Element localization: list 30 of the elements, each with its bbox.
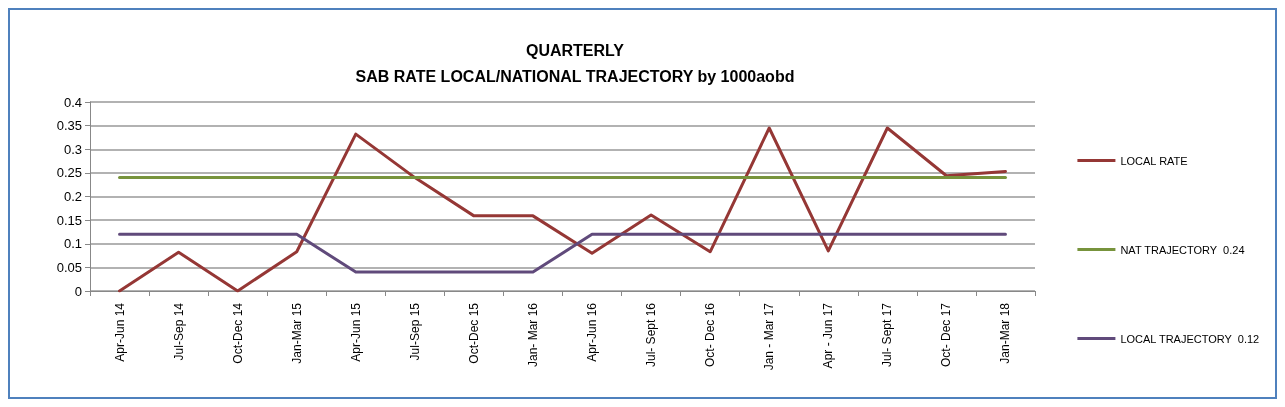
y-tick-label: 0.35 — [56, 118, 82, 134]
x-tick-label: Jan - Mar 17 — [762, 302, 777, 371]
y-tick-label: 0.1 — [63, 236, 82, 252]
x-tick-label: Oct- Dec 16 — [703, 302, 718, 368]
chart-title: QUARTERLY SAB RATE LOCAL/NATIONAL TRAJECTORY by 1000aobd — [355, 41, 795, 85]
x-tick-label: Apr-Jun 15 — [348, 302, 363, 362]
x-tick-label: Jul- Sept 16 — [644, 302, 659, 368]
x-tick-label: Apr-Jun 16 — [585, 302, 600, 362]
x-tick-label: Oct-Dec 15 — [466, 302, 481, 364]
x-tick-label: Oct-Dec 14 — [230, 302, 245, 364]
legend-label: LOCAL TRAJECTORY 0.12 — [1120, 332, 1260, 345]
y-tick-label: 0.3 — [63, 141, 82, 157]
line-series — [118, 126, 1007, 293]
y-tick-label: 0 — [74, 283, 82, 299]
legend-label: LOCAL RATE — [1120, 154, 1188, 167]
x-tick-label: Jul-Sep 14 — [171, 302, 186, 361]
y-tick-label: 0.2 — [63, 189, 82, 204]
x-tick-label: Jan-Mar 15 — [289, 302, 304, 364]
legend-label: NAT TRAJECTORY 0.24 — [1120, 243, 1245, 256]
x-tick-label: Jan-Mar 18 — [998, 302, 1013, 364]
x-tick-label: Jul- Sept 17 — [880, 302, 895, 368]
x-tick-label: Apr-Jun 14 — [112, 302, 127, 362]
x-tick-label: Jan- Mar 16 — [525, 302, 540, 368]
x-tick-label: Apr - Jun 17 — [821, 302, 836, 369]
y-tick-label: 0.15 — [56, 212, 82, 228]
x-tick-label: Oct- Dec 17 — [939, 302, 954, 368]
x-tick-label: Jul-Sep 15 — [407, 302, 422, 361]
y-tick-label: 0.4 — [63, 94, 82, 110]
y-tick-label: 0.25 — [56, 165, 82, 181]
y-tick-label: 0.05 — [56, 259, 82, 275]
